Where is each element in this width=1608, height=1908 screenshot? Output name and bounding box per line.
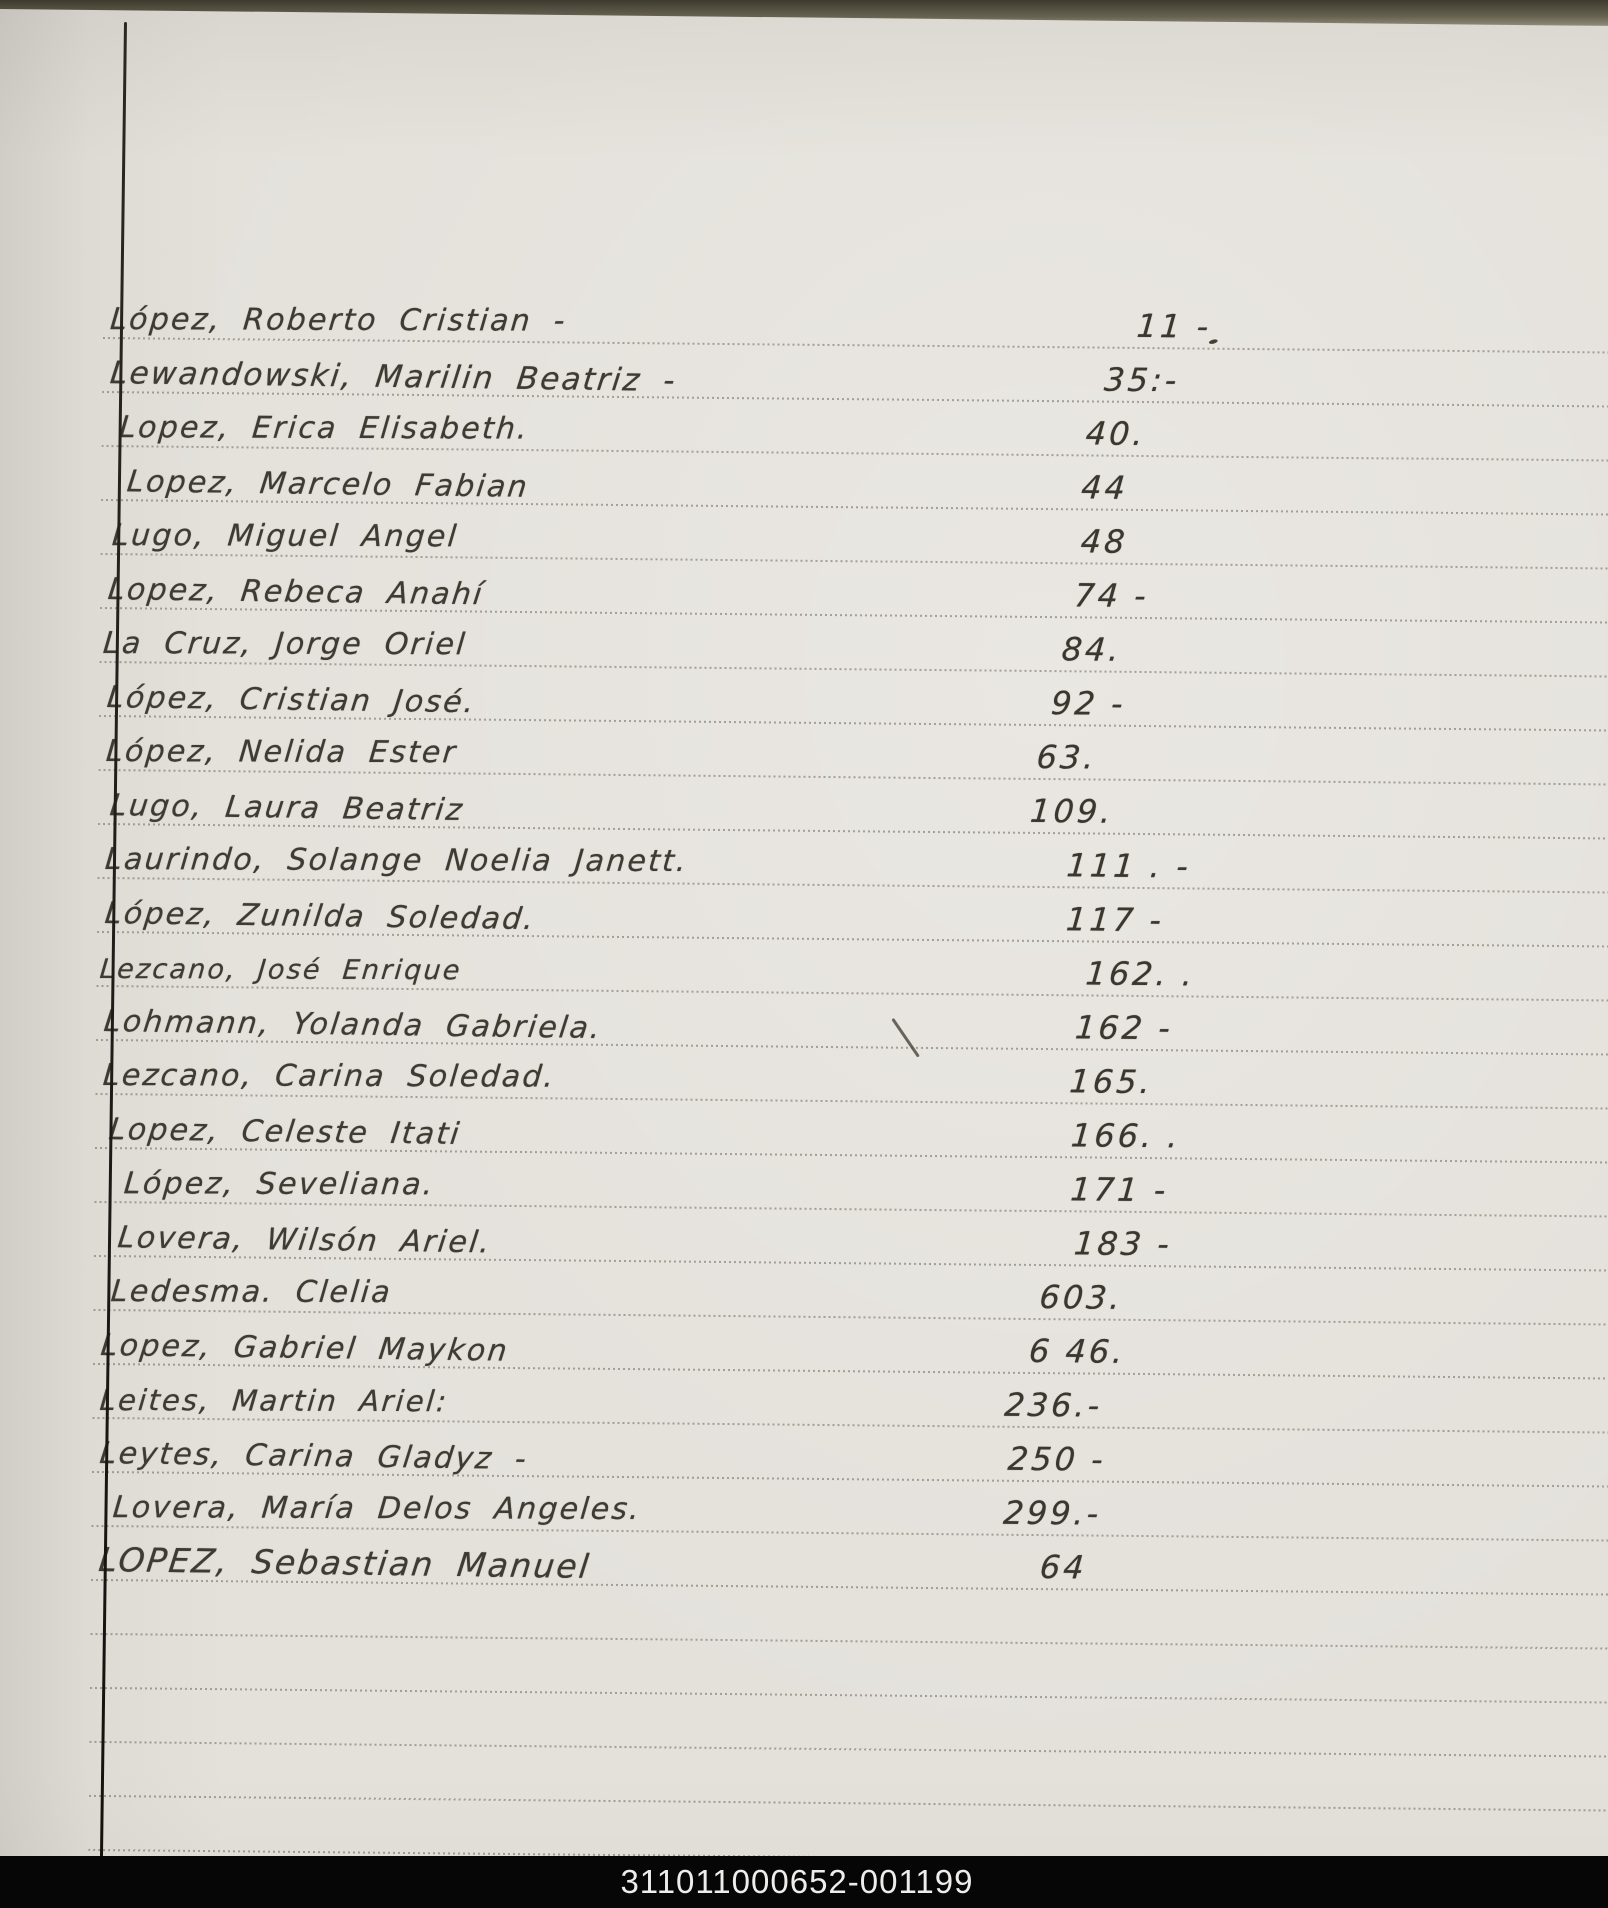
entry-name: Ledesma. Clelia xyxy=(109,1274,394,1311)
entry-row: Leytes, Carina Gladyz - 250 - xyxy=(0,1422,1594,1485)
entry-row: Lugo, Miguel Angel 48 xyxy=(0,504,1603,567)
entry-name: Lopez, Gabriel Maykon xyxy=(98,1328,511,1369)
entry-row: Lewandowski, Marilin Beatriz -35:- xyxy=(0,342,1605,405)
entry-name: López, Cristian José. xyxy=(105,680,478,721)
entry-value: 603. xyxy=(1038,1278,1125,1317)
entry-name: Lezcano, Carina Soledad. xyxy=(101,1058,558,1095)
entry-row: Leites, Martin Ariel: 236.- xyxy=(0,1368,1595,1431)
entry-value: 236.- xyxy=(1003,1385,1104,1425)
entry-value: 40. xyxy=(1084,414,1148,454)
entry-row: Lovera, Wilsón Ariel. 183 - xyxy=(0,1206,1596,1269)
entry-value: 111 . - xyxy=(1065,846,1193,886)
entry-value: 117 - xyxy=(1064,900,1166,940)
entry-value: 166. . xyxy=(1069,1116,1183,1156)
entry-value: 64 xyxy=(1038,1548,1089,1587)
entry-row: López, Cristian José. 92 - xyxy=(0,666,1602,729)
entry-name: Laurindo, Solange Noelia Janett. xyxy=(103,842,690,880)
entry-value: 92 - xyxy=(1049,684,1128,723)
ruled-line xyxy=(90,1632,1608,1650)
entry-row: López, Nelida Ester 63. xyxy=(0,720,1601,783)
scan-footer-bar: 311011000652-001199 xyxy=(0,1856,1608,1908)
entry-row: Lovera, María Delos Angeles. 299.- xyxy=(0,1476,1594,1539)
entry-value: 165. xyxy=(1068,1062,1155,1102)
entry-value: 48 xyxy=(1079,522,1130,561)
entry-row: Lopez, Celeste Itati 166. . xyxy=(0,1098,1597,1161)
entry-name: Lopez, Marcelo Fabian xyxy=(125,464,531,505)
entry-name: López, Seveliana. xyxy=(122,1166,437,1203)
entry-value: 171 - xyxy=(1069,1170,1170,1210)
entry-row: Lohmann, Yolanda Gabriela. 162 - xyxy=(0,990,1598,1053)
entry-row: LOPEZ, Sebastian Manuel 64 xyxy=(0,1530,1593,1593)
entry-row: López, Roberto Cristian - 11 - xyxy=(0,288,1605,351)
entry-name: Lopez, Celeste Itati xyxy=(106,1112,464,1152)
entry-value: 84. xyxy=(1060,630,1124,669)
entry-row: López, Seveliana. 171 - xyxy=(0,1152,1597,1215)
entry-name: López, Roberto Cristian - xyxy=(108,302,569,339)
entry-name: López, Zunilda Soledad. xyxy=(103,896,538,938)
entry-name: Lovera, María Delos Angeles. xyxy=(111,1490,643,1527)
entry-value: 44 xyxy=(1079,468,1130,507)
scan-code: 311011000652-001199 xyxy=(620,1863,974,1900)
entry-name: La Cruz, Jorge Oriel xyxy=(101,626,469,663)
entry-name: LOPEZ, Sebastian Manuel xyxy=(96,1540,593,1586)
entry-row: Lezcano, Carina Soledad. 165. xyxy=(0,1044,1598,1107)
entry-name: Leites, Martin Ariel: xyxy=(98,1383,450,1419)
entry-row: Lezcano, José Enrique 162. . xyxy=(0,936,1599,999)
entry-value: 11 - xyxy=(1135,306,1213,346)
entry-value: 162 - xyxy=(1073,1008,1175,1048)
entry-value: 162. . xyxy=(1084,954,1197,994)
entry-row: La Cruz, Jorge Oriel 84. xyxy=(0,612,1602,675)
ruled-line xyxy=(89,1686,1608,1704)
ruled-line xyxy=(88,1794,1608,1812)
entry-value: 6 46. xyxy=(1027,1331,1128,1371)
entry-name: Lugo, Laura Beatriz xyxy=(108,788,467,829)
entry-name: Lugo, Miguel Angel xyxy=(110,518,460,555)
entry-row: Lopez, Erica Elisabeth. 40. xyxy=(0,396,1604,459)
entry-value: 250 - xyxy=(1006,1439,1108,1479)
ruled-line xyxy=(89,1740,1608,1758)
entry-value: 109. xyxy=(1028,791,1116,831)
entry-value: 183 - xyxy=(1072,1224,1174,1264)
entry-row: Ledesma. Clelia 603. xyxy=(0,1260,1596,1323)
entry-name: Lopez, Rebeca Anahí xyxy=(106,572,486,613)
entry-value: 74 - xyxy=(1072,576,1151,616)
entry-row: Lopez, Marcelo Fabian 44 xyxy=(0,450,1604,513)
entry-value: 63. xyxy=(1035,738,1099,777)
entry-row: Laurindo, Solange Noelia Janett. 111 . - xyxy=(0,828,1600,891)
entry-name: López, Nelida Ester xyxy=(104,734,459,771)
entry-row: Lopez, Rebeca Anahí 74 - xyxy=(0,558,1603,621)
entry-value: 35:- xyxy=(1102,360,1181,400)
entry-name: Lovera, Wilsón Ariel. xyxy=(115,1220,494,1261)
entry-name: Lopez, Erica Elisabeth. xyxy=(117,410,531,447)
entry-value: 299.- xyxy=(1002,1493,1103,1533)
entry-row: López, Zunilda Soledad. 117 - xyxy=(0,882,1599,945)
entry-name: Leytes, Carina Gladyz - xyxy=(97,1436,531,1477)
entry-name: Lezcano, José Enrique xyxy=(98,954,464,987)
entry-row: Lugo, Laura Beatriz 109. xyxy=(0,774,1600,837)
entry-row: Lopez, Gabriel Maykon 6 46. xyxy=(0,1314,1595,1377)
entry-name: Lohmann, Yolanda Gabriela. xyxy=(102,1004,605,1046)
